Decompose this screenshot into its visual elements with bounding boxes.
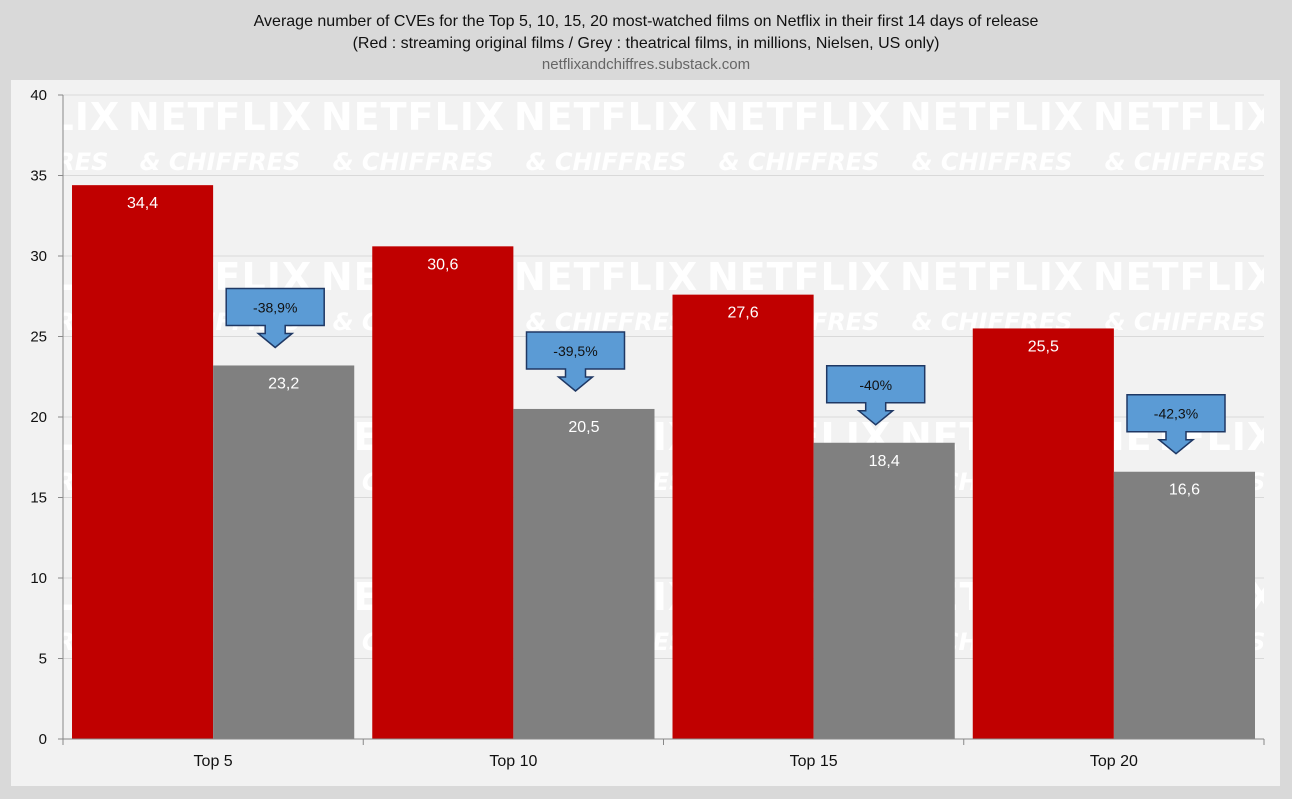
x-category-label: Top 20 [1090,753,1138,770]
bar-streaming [372,246,514,739]
change-callout-arrow [225,287,325,349]
watermark-netflix: NETFLIX [1093,95,1277,139]
watermark-chiffres: & CHIFFRES [0,788,108,799]
change-callout-arrow [1126,393,1226,455]
bar-streaming [72,185,214,739]
x-category-label: Top 10 [489,753,537,770]
bar-value-label: 20,5 [568,419,599,436]
x-category-label: Top 15 [790,753,838,770]
watermark-netflix: NETFLIX [321,735,505,779]
chart-subtitle: (Red : streaming original films / Grey :… [352,35,940,52]
change-callout-label: -38,9% [253,299,297,315]
watermark-chiffres: & CHIFFRES [719,148,880,176]
bar-value-label: 23,2 [268,375,299,392]
y-tick-label: 35 [30,168,47,185]
watermark-chiffres: & CHIFFRES [1105,0,1266,16]
bar-streaming [972,328,1114,739]
bar-value-label: 27,6 [727,305,758,322]
watermark-netflix: NETFLIX [1093,255,1277,299]
change-callout-label: -39,5% [553,343,597,359]
y-tick-label: 15 [30,490,47,507]
y-tick-label: 30 [30,248,47,265]
watermark-netflix: NETFLIX [900,735,1084,779]
y-tick-label: 5 [39,651,47,668]
watermark-chiffres: & CHIFFRES [140,148,301,176]
watermark-chiffres: & CHIFFRES [526,148,687,176]
bars [72,185,1255,739]
watermark-chiffres: & CHIFFRES [333,788,494,799]
y-tick-label: 25 [30,329,47,346]
labels: 0 5 10 15 20 25 30 35 40 Top 5 34,4 23,2 Top 10 30,6 2… [30,87,1200,770]
axes [58,94,1265,745]
change-callout-arrow [825,365,926,426]
watermark-netflix: NETFLIX [514,95,698,139]
y-tick-label: 40 [30,87,47,104]
watermark-chiffres: & CHIFFRES [912,148,1073,176]
bar-theatrical [513,408,655,739]
watermark-chiffres: & CHIFFRES [333,0,494,16]
watermark-chiffres: & CHIFFRES [912,0,1073,16]
bar-value-label: 30,6 [427,256,458,273]
watermark-chiffres: & CHIFFRES [0,0,108,16]
watermark-chiffres: & CHIFFRES [912,788,1073,799]
watermark-chiffres: & CHIFFRES [719,0,880,16]
bar-value-label: 25,5 [1028,338,1059,355]
watermark-netflix: NETFLIX [514,735,698,779]
bar-value-label: 16,6 [1169,482,1200,499]
watermark-netflix: NETFLIX [707,255,891,299]
watermark-chiffres: & CHIFFRES [0,148,108,176]
chart-source: netflixandchiffres.substack.com [541,56,751,73]
watermark-chiffres: & CHIFFRES [526,0,687,16]
y-tick-label: 20 [30,409,47,426]
x-category-label: Top 5 [194,753,233,770]
watermark-chiffres: & CHIFFRES [333,148,494,176]
bar-value-label: 34,4 [127,195,158,212]
watermark-netflix: NETFLIX [900,95,1084,139]
change-callout-label: -40% [859,377,892,393]
bar-streaming [672,294,814,739]
bar-theatrical [213,365,355,739]
watermark-chiffres: & CHIFFRES [1105,148,1266,176]
change-callout-arrow [525,331,626,392]
watermark-chiffres: & CHIFFRES [140,0,301,16]
watermark-netflix: NETFLIX [321,95,505,139]
watermark-netflix: NETFLIX [514,255,698,299]
watermark-netflix: NETFLIX [900,255,1084,299]
bar-theatrical [813,442,955,739]
watermark-chiffres: & CHIFFRES [719,788,880,799]
watermark-chiffres: & CHIFFRES [1105,308,1266,336]
annotations: -38,9% -39,5% -40% -42,3% [225,287,1226,455]
watermark-chiffres: & CHIFFRES [140,788,301,799]
chart-header: Average number of CVEs for the Top 5, 10… [0,0,1292,80]
watermark-netflix: NETFLIX [0,735,120,779]
bar-theatrical [1113,471,1255,739]
watermark-chiffres: & CHIFFRES [1105,788,1266,799]
watermark-netflix: NETFLIX [0,95,120,139]
watermark-netflix: NETFLIX [128,95,312,139]
y-tick-label: 10 [30,570,47,587]
bar-value-label: 18,4 [869,453,900,470]
watermark-chiffres: & CHIFFRES [526,788,687,799]
change-callout-label: -42,3% [1154,406,1198,422]
chart-title: Average number of CVEs for the Top 5, 10… [253,13,1039,30]
watermark-netflix: NETFLIX [707,95,891,139]
y-tick-label: 0 [39,731,47,748]
